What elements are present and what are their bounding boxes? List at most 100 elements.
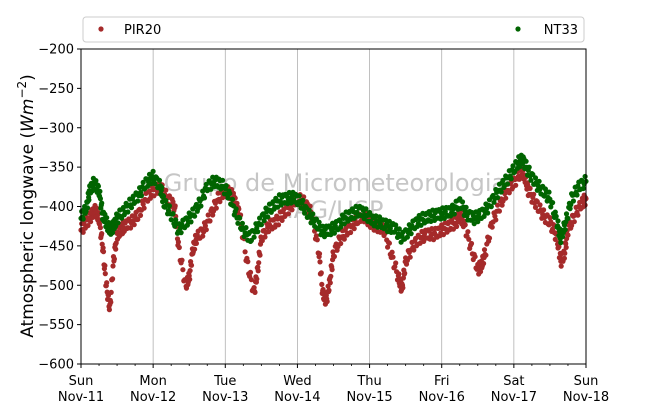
x-axis: SunNov-11MonNov-12TueNov-13WedNov-14ThuN… bbox=[58, 364, 609, 405]
series-layer bbox=[78, 152, 589, 313]
data-point bbox=[251, 285, 257, 291]
data-point bbox=[363, 206, 369, 212]
data-point bbox=[310, 211, 316, 217]
data-point bbox=[561, 255, 568, 261]
data-point bbox=[135, 216, 141, 222]
data-point bbox=[526, 164, 532, 170]
data-point bbox=[172, 203, 178, 209]
data-point bbox=[104, 215, 110, 221]
data-point bbox=[108, 289, 114, 295]
legend-frame bbox=[82, 16, 585, 43]
data-point bbox=[556, 244, 562, 250]
y-axis-label: Atmospheric longwave (Wm−2) bbox=[15, 74, 38, 338]
x-tick-day-label: Sun bbox=[574, 374, 599, 389]
data-point bbox=[503, 195, 509, 201]
data-point bbox=[296, 193, 302, 199]
data-point bbox=[574, 192, 580, 198]
data-point bbox=[536, 178, 542, 184]
data-point bbox=[258, 222, 264, 228]
data-point bbox=[459, 199, 466, 205]
data-point bbox=[213, 205, 219, 211]
data-point bbox=[225, 195, 231, 201]
data-point bbox=[97, 188, 103, 194]
data-point bbox=[565, 215, 571, 221]
data-point bbox=[247, 269, 254, 275]
data-point bbox=[187, 276, 193, 282]
data-point bbox=[255, 268, 261, 274]
data-point bbox=[261, 218, 267, 224]
data-point bbox=[472, 254, 478, 260]
data-point bbox=[565, 232, 571, 238]
y-axis-label-exponent: −2 bbox=[15, 81, 29, 99]
data-point bbox=[570, 198, 577, 204]
data-point bbox=[537, 202, 543, 208]
data-point bbox=[481, 247, 488, 253]
data-point bbox=[100, 249, 107, 255]
data-point bbox=[192, 246, 198, 252]
data-point bbox=[513, 182, 519, 188]
data-point bbox=[110, 276, 116, 282]
data-point bbox=[207, 218, 213, 224]
data-point bbox=[532, 204, 539, 210]
legend-marker-pir20 bbox=[98, 26, 104, 32]
data-point bbox=[396, 271, 402, 277]
data-point bbox=[504, 181, 511, 187]
data-point bbox=[108, 299, 114, 305]
y-tick-label: −250 bbox=[38, 82, 74, 97]
data-point bbox=[516, 176, 522, 182]
data-point bbox=[163, 198, 169, 204]
data-point bbox=[569, 222, 575, 229]
data-point bbox=[110, 263, 116, 269]
data-point bbox=[242, 249, 248, 255]
data-point bbox=[188, 262, 195, 268]
data-point bbox=[300, 197, 306, 203]
data-point bbox=[462, 222, 468, 228]
data-point bbox=[532, 175, 539, 181]
data-point bbox=[170, 199, 176, 205]
data-point bbox=[466, 236, 472, 242]
data-point bbox=[208, 186, 214, 192]
data-point bbox=[137, 212, 144, 218]
data-point bbox=[330, 249, 336, 255]
data-point bbox=[166, 203, 172, 209]
data-point bbox=[140, 179, 146, 185]
data-point bbox=[106, 307, 112, 313]
x-tick-date-label: Nov-17 bbox=[491, 390, 537, 405]
data-point bbox=[141, 205, 147, 211]
data-point bbox=[279, 217, 285, 223]
x-tick-date-label: Nov-13 bbox=[202, 390, 248, 405]
x-tick-day-label: Sun bbox=[69, 374, 94, 389]
data-point bbox=[421, 238, 427, 244]
data-point bbox=[408, 231, 414, 237]
data-point bbox=[341, 236, 347, 242]
x-tick-date-label: Nov-14 bbox=[274, 390, 320, 405]
data-point bbox=[407, 254, 413, 260]
data-point bbox=[481, 213, 487, 219]
data-point bbox=[327, 280, 333, 286]
data-point bbox=[506, 190, 512, 196]
data-point bbox=[152, 181, 158, 187]
data-point bbox=[468, 240, 475, 247]
data-point bbox=[289, 207, 295, 213]
data-point bbox=[262, 234, 268, 240]
data-point bbox=[80, 229, 86, 235]
x-tick-day-label: Tue bbox=[213, 374, 236, 389]
data-point bbox=[404, 234, 410, 240]
y-axis: −600 −550 −500 −450 −400 −350 −300 −250 −200 bbox=[38, 43, 81, 373]
data-point bbox=[243, 225, 249, 231]
x-tick-date-label: Nov-15 bbox=[346, 390, 392, 405]
data-point bbox=[348, 229, 354, 236]
data-point bbox=[104, 280, 110, 286]
data-point bbox=[131, 222, 137, 228]
data-point bbox=[313, 233, 319, 239]
data-point bbox=[488, 204, 494, 210]
data-point bbox=[237, 215, 243, 221]
data-point bbox=[316, 251, 323, 257]
data-point bbox=[541, 207, 547, 213]
legend: PIR20 NT33 bbox=[82, 16, 585, 43]
data-point bbox=[558, 240, 564, 246]
data-point bbox=[220, 177, 226, 183]
data-point bbox=[531, 191, 537, 197]
data-point bbox=[84, 205, 91, 211]
data-point bbox=[128, 205, 135, 211]
